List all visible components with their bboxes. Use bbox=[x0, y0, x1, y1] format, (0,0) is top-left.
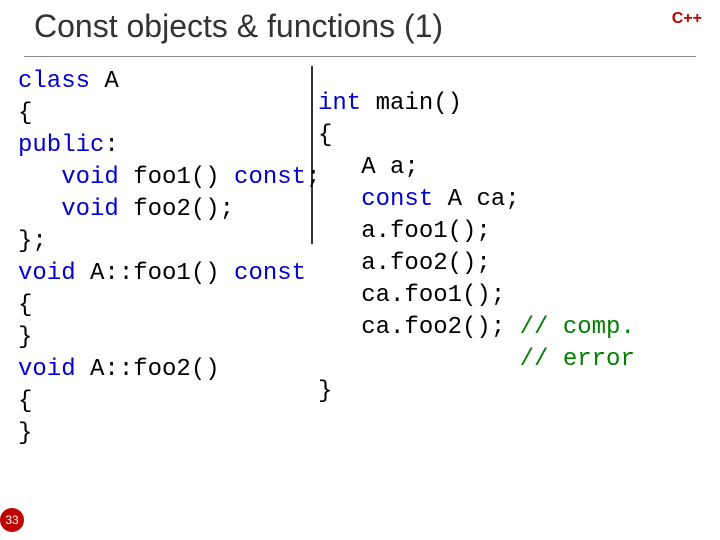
comment: // error bbox=[520, 346, 635, 373]
keyword: public bbox=[18, 132, 104, 159]
code-text bbox=[18, 164, 61, 191]
code-text bbox=[318, 346, 520, 373]
code-line: void foo1() const; bbox=[18, 162, 328, 194]
keyword: int bbox=[318, 90, 361, 117]
code-line: int main() bbox=[318, 88, 698, 120]
code-text: main() bbox=[361, 90, 462, 117]
code-line: }; bbox=[18, 226, 328, 258]
code-line: a.foo1(); bbox=[318, 216, 698, 248]
code-line: void A::foo1() const bbox=[18, 258, 328, 290]
code-line: } bbox=[18, 322, 328, 354]
code-line: } bbox=[18, 418, 328, 450]
code-line: public: bbox=[18, 130, 328, 162]
code-text: ca.foo2(); bbox=[318, 314, 520, 341]
code-text: foo1() bbox=[119, 164, 234, 191]
keyword: void bbox=[61, 164, 119, 191]
code-line: { bbox=[18, 290, 328, 322]
slide: Const objects & functions (1) C++ class … bbox=[0, 0, 720, 540]
code-line: { bbox=[18, 386, 328, 418]
code-line: } bbox=[318, 376, 698, 408]
code-text bbox=[318, 186, 361, 213]
code-text: A::foo1() bbox=[76, 260, 234, 287]
code-line: ca.foo2(); // comp. bbox=[318, 312, 698, 344]
keyword: const bbox=[234, 260, 306, 287]
code-line: ca.foo1(); bbox=[318, 280, 698, 312]
language-badge: C++ bbox=[672, 10, 702, 28]
code-area: class A { public: void foo1() const; voi… bbox=[18, 66, 702, 522]
code-line: void A::foo2() bbox=[18, 354, 328, 386]
slide-number-badge: 33 bbox=[0, 508, 24, 532]
code-text bbox=[18, 196, 61, 223]
keyword: const bbox=[361, 186, 433, 213]
code-line: // error bbox=[318, 344, 698, 376]
keyword: void bbox=[18, 356, 76, 383]
keyword: void bbox=[18, 260, 76, 287]
slide-title: Const objects & functions (1) bbox=[34, 8, 443, 45]
code-line: a.foo2(); bbox=[318, 248, 698, 280]
code-text: A ca; bbox=[433, 186, 519, 213]
code-line: class A bbox=[18, 66, 328, 98]
code-line: A a; bbox=[318, 152, 698, 184]
code-line: void foo2(); bbox=[18, 194, 328, 226]
code-left-column: class A { public: void foo1() const; voi… bbox=[18, 66, 328, 450]
code-text: foo2(); bbox=[119, 196, 234, 223]
keyword: void bbox=[61, 196, 119, 223]
code-line: { bbox=[18, 98, 328, 130]
code-right-column: int main() { A a; const A ca; a.foo1(); … bbox=[318, 88, 698, 408]
title-underline bbox=[24, 56, 696, 57]
code-line: const A ca; bbox=[318, 184, 698, 216]
code-text: : bbox=[104, 132, 118, 159]
code-line: { bbox=[318, 120, 698, 152]
keyword: const bbox=[234, 164, 306, 191]
comment: // comp. bbox=[520, 314, 635, 341]
keyword: class bbox=[18, 68, 90, 95]
code-text: A bbox=[90, 68, 119, 95]
code-text: A::foo2() bbox=[76, 356, 220, 383]
